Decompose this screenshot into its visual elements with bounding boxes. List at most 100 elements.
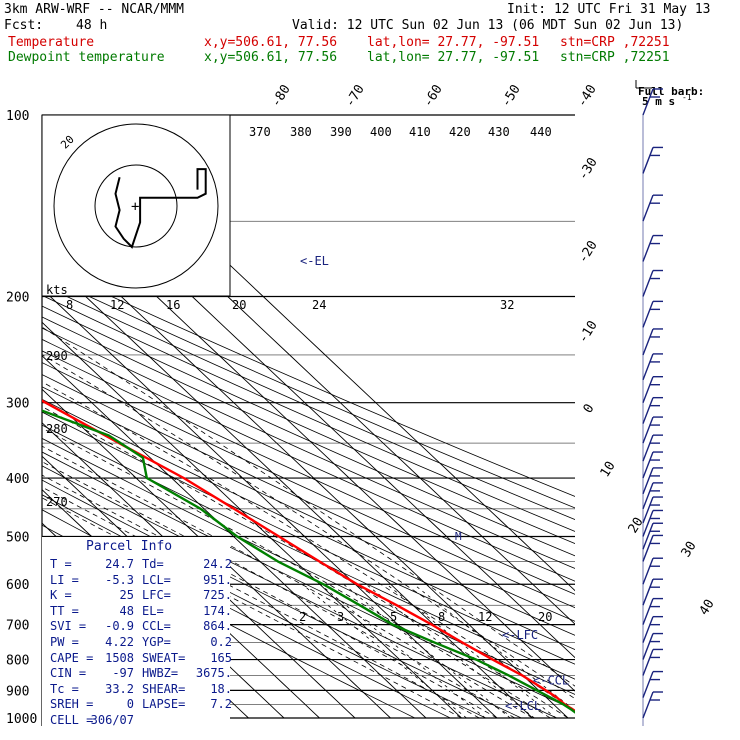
mixing-ratio-upper-label: 16 — [166, 298, 180, 312]
parcel-param-value: 0.2 — [210, 635, 232, 649]
parcel-param-value: -97 — [112, 666, 134, 681]
parcel-param-value: 18. — [210, 681, 232, 696]
wind-barb — [642, 648, 663, 676]
moist-adiabat-line — [42, 406, 569, 719]
pressure-tick-label: 100 — [6, 109, 29, 124]
pressure-tick-label: 300 — [6, 397, 29, 412]
wind-barb — [642, 482, 663, 510]
parcel-param-name: EL= — [142, 603, 164, 618]
parcel-param-name: CIN = — [50, 666, 87, 681]
parcel-param-name: PW = — [50, 635, 79, 649]
pressure-tick-label: 500 — [6, 530, 29, 545]
parcel-param-value: 174. — [203, 603, 232, 618]
parcel-param-value: 306/07 — [90, 713, 134, 727]
hodograph-center-marker: + — [131, 199, 139, 215]
parcel-param-value: 1508 — [105, 650, 134, 665]
parcel-param-value: 725. — [203, 588, 232, 603]
parcel-param-value: 0 — [126, 697, 134, 712]
theta-label: 380 — [290, 125, 312, 139]
wind-barb — [642, 376, 663, 403]
parcel-param-name: TT = — [50, 603, 79, 618]
parcel-info-row: CIN = -97 HWBZ= 3675. — [50, 666, 232, 681]
parcel-param-name: YGP= — [142, 635, 171, 649]
temperature-xy: x,y=506.61, 77.56 — [204, 35, 338, 50]
wind-barb — [642, 691, 663, 719]
parcel-info-row: LI = -5.3 LCL= 951. — [50, 573, 232, 588]
parcel-param-value: -5.3 — [105, 572, 134, 587]
mixing-ratio-upper-label: 12 — [110, 298, 124, 312]
parcel-info-row: TT = 48 EL= 174. — [50, 604, 232, 619]
parcel-info-row: SREH = 0 LAPSE= 7.2 — [50, 697, 232, 712]
mixing-ratio-upper-label: 8 — [66, 298, 73, 312]
parcel-info-row: PW = 4.22 YGP= 0.2 — [50, 635, 232, 650]
theta-label: 410 — [409, 125, 431, 139]
dewpoint-station: stn=CRP ,72251 — [560, 50, 670, 65]
wind-barb — [642, 451, 663, 479]
wind-barb — [642, 467, 663, 495]
parcel-param-name: K = — [50, 588, 72, 603]
parcel-param-name: HWBZ= — [142, 666, 179, 681]
mixing-ratio-upper-label: 24 — [312, 298, 326, 312]
parcel-param-value: 33.2 — [105, 681, 134, 696]
wind-barb — [642, 300, 663, 328]
wind-barb — [642, 234, 663, 262]
temperature-latlon: lat,lon= 27.77, -97.51 — [367, 35, 540, 50]
mixing-ratio-label: 12 — [478, 610, 492, 624]
theta-label: 390 — [330, 125, 352, 139]
parcel-param-name: CCL= — [142, 619, 171, 634]
wind-barb — [642, 496, 663, 524]
level-marker-lfc: <-LFC — [502, 628, 538, 642]
barb-legend-exponent: -1 — [682, 93, 692, 102]
dewpoint-profile-line — [42, 409, 575, 714]
init-time: Init: 12 UTC Fri 31 May 13 — [507, 2, 711, 17]
parcel-param-name: T = — [50, 557, 72, 571]
pressure-tick-label: 400 — [6, 472, 29, 487]
pressure-tick-label: 700 — [6, 619, 29, 634]
theta-label: 370 — [249, 125, 271, 139]
temperature-legend: Temperature — [8, 35, 95, 50]
pressure-tick-label: 900 — [6, 684, 29, 699]
parcel-info-panel: Parcel Info T = 24.7 Td= 24.2 LI = -5.3 LCL= 95… — [42, 537, 232, 733]
wind-barb — [642, 88, 663, 116]
wind-barb — [642, 615, 663, 643]
parcel-param-name: SVI = — [50, 619, 87, 634]
forecast-hour: 48 h — [76, 18, 108, 33]
pressure-tick-label: 800 — [6, 654, 29, 669]
hodograph-trace — [114, 168, 207, 249]
parcel-param-name: LAPSE= — [142, 697, 186, 712]
mixing-ratio-upper-label: 20 — [232, 298, 246, 312]
mixing-ratio-label: 5 — [390, 610, 397, 624]
hodograph-units-label: kts — [46, 283, 68, 297]
wind-barb — [642, 578, 663, 606]
pressure-tick-label: 1000 — [6, 712, 37, 727]
isotherm-label: 20 — [626, 515, 647, 536]
parcel-param-name: Tc = — [50, 681, 79, 696]
parcel-param-value: 3675. — [195, 666, 232, 681]
parcel-param-name: LFC= — [142, 588, 171, 603]
theta-label: 400 — [370, 125, 392, 139]
parcel-marker: M — [455, 530, 462, 543]
moist-adiabat-line — [42, 445, 533, 719]
moist-adiabat-line — [42, 354, 575, 700]
theta-label: 440 — [530, 125, 552, 139]
moist-adiabat-line — [42, 427, 551, 719]
theta-label: 420 — [449, 125, 471, 139]
barb-legend-line1: Full barb: — [638, 85, 704, 98]
parcel-param-value: 48 — [119, 603, 134, 618]
parcel-param-name: CAPE = — [50, 650, 94, 665]
level-marker-ccl: <-CCL — [533, 674, 569, 688]
dewpoint-xy: x,y=506.61, 77.56 — [204, 50, 338, 65]
barb-legend-line2: 5 m s — [642, 95, 675, 108]
parcel-param-name: Td= — [142, 557, 164, 571]
wind-barb — [642, 670, 663, 698]
wind-barb — [642, 194, 663, 222]
theta-label: 280 — [46, 422, 68, 436]
parcel-info-row: SVI = -0.9 CCL= 864. — [50, 619, 232, 634]
hodograph-ring — [94, 164, 178, 248]
parcel-param-value: 25 — [119, 588, 134, 603]
parcel-param-name: LCL= — [142, 572, 171, 587]
isotherm-label: 40 — [697, 597, 718, 618]
parcel-info-row: Tc = 33.2 SHEAR= 18. — [50, 682, 232, 697]
wind-barb — [642, 146, 663, 174]
level-marker-lcl: <-LCL — [505, 699, 541, 713]
